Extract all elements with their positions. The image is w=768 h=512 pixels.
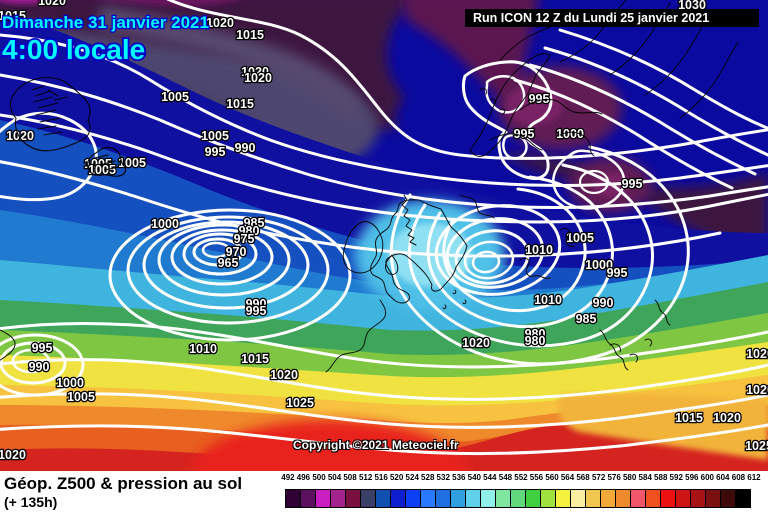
svg-text:1000: 1000 xyxy=(56,376,84,390)
svg-text:1005: 1005 xyxy=(67,390,95,404)
svg-text:975: 975 xyxy=(234,232,255,246)
svg-text:1020: 1020 xyxy=(244,71,272,85)
svg-text:1005: 1005 xyxy=(161,90,189,104)
svg-text:1005: 1005 xyxy=(566,231,594,245)
svg-text:985: 985 xyxy=(576,312,597,326)
svg-text:995: 995 xyxy=(32,341,53,355)
svg-text:990: 990 xyxy=(29,360,50,374)
svg-text:1015: 1015 xyxy=(241,352,269,366)
svg-text:990: 990 xyxy=(235,141,256,155)
svg-text:1020: 1020 xyxy=(206,16,234,30)
svg-text:1020: 1020 xyxy=(6,129,34,143)
svg-text:995: 995 xyxy=(205,145,226,159)
svg-text:990: 990 xyxy=(593,296,614,310)
svg-text:1015: 1015 xyxy=(675,411,703,425)
svg-text:1020: 1020 xyxy=(713,411,741,425)
svg-text:1010: 1010 xyxy=(534,293,562,307)
svg-text:1025: 1025 xyxy=(745,439,768,453)
svg-text:965: 965 xyxy=(218,256,239,270)
svg-text:1015: 1015 xyxy=(226,97,254,111)
svg-text:1015: 1015 xyxy=(236,28,264,42)
svg-text:1020: 1020 xyxy=(38,0,66,8)
svg-text:1025: 1025 xyxy=(286,396,314,410)
svg-text:1020: 1020 xyxy=(746,383,768,397)
svg-text:1020: 1020 xyxy=(0,448,26,462)
svg-text:995: 995 xyxy=(622,177,643,191)
svg-text:980: 980 xyxy=(525,334,546,348)
svg-text:995: 995 xyxy=(246,304,267,318)
svg-text:1010: 1010 xyxy=(525,243,553,257)
svg-text:995: 995 xyxy=(607,266,628,280)
svg-text:1020: 1020 xyxy=(270,368,298,382)
svg-text:1010: 1010 xyxy=(189,342,217,356)
svg-text:1020: 1020 xyxy=(462,336,490,350)
svg-text:1005: 1005 xyxy=(201,129,229,143)
svg-text:1000: 1000 xyxy=(151,217,179,231)
svg-text:1020: 1020 xyxy=(746,347,768,361)
